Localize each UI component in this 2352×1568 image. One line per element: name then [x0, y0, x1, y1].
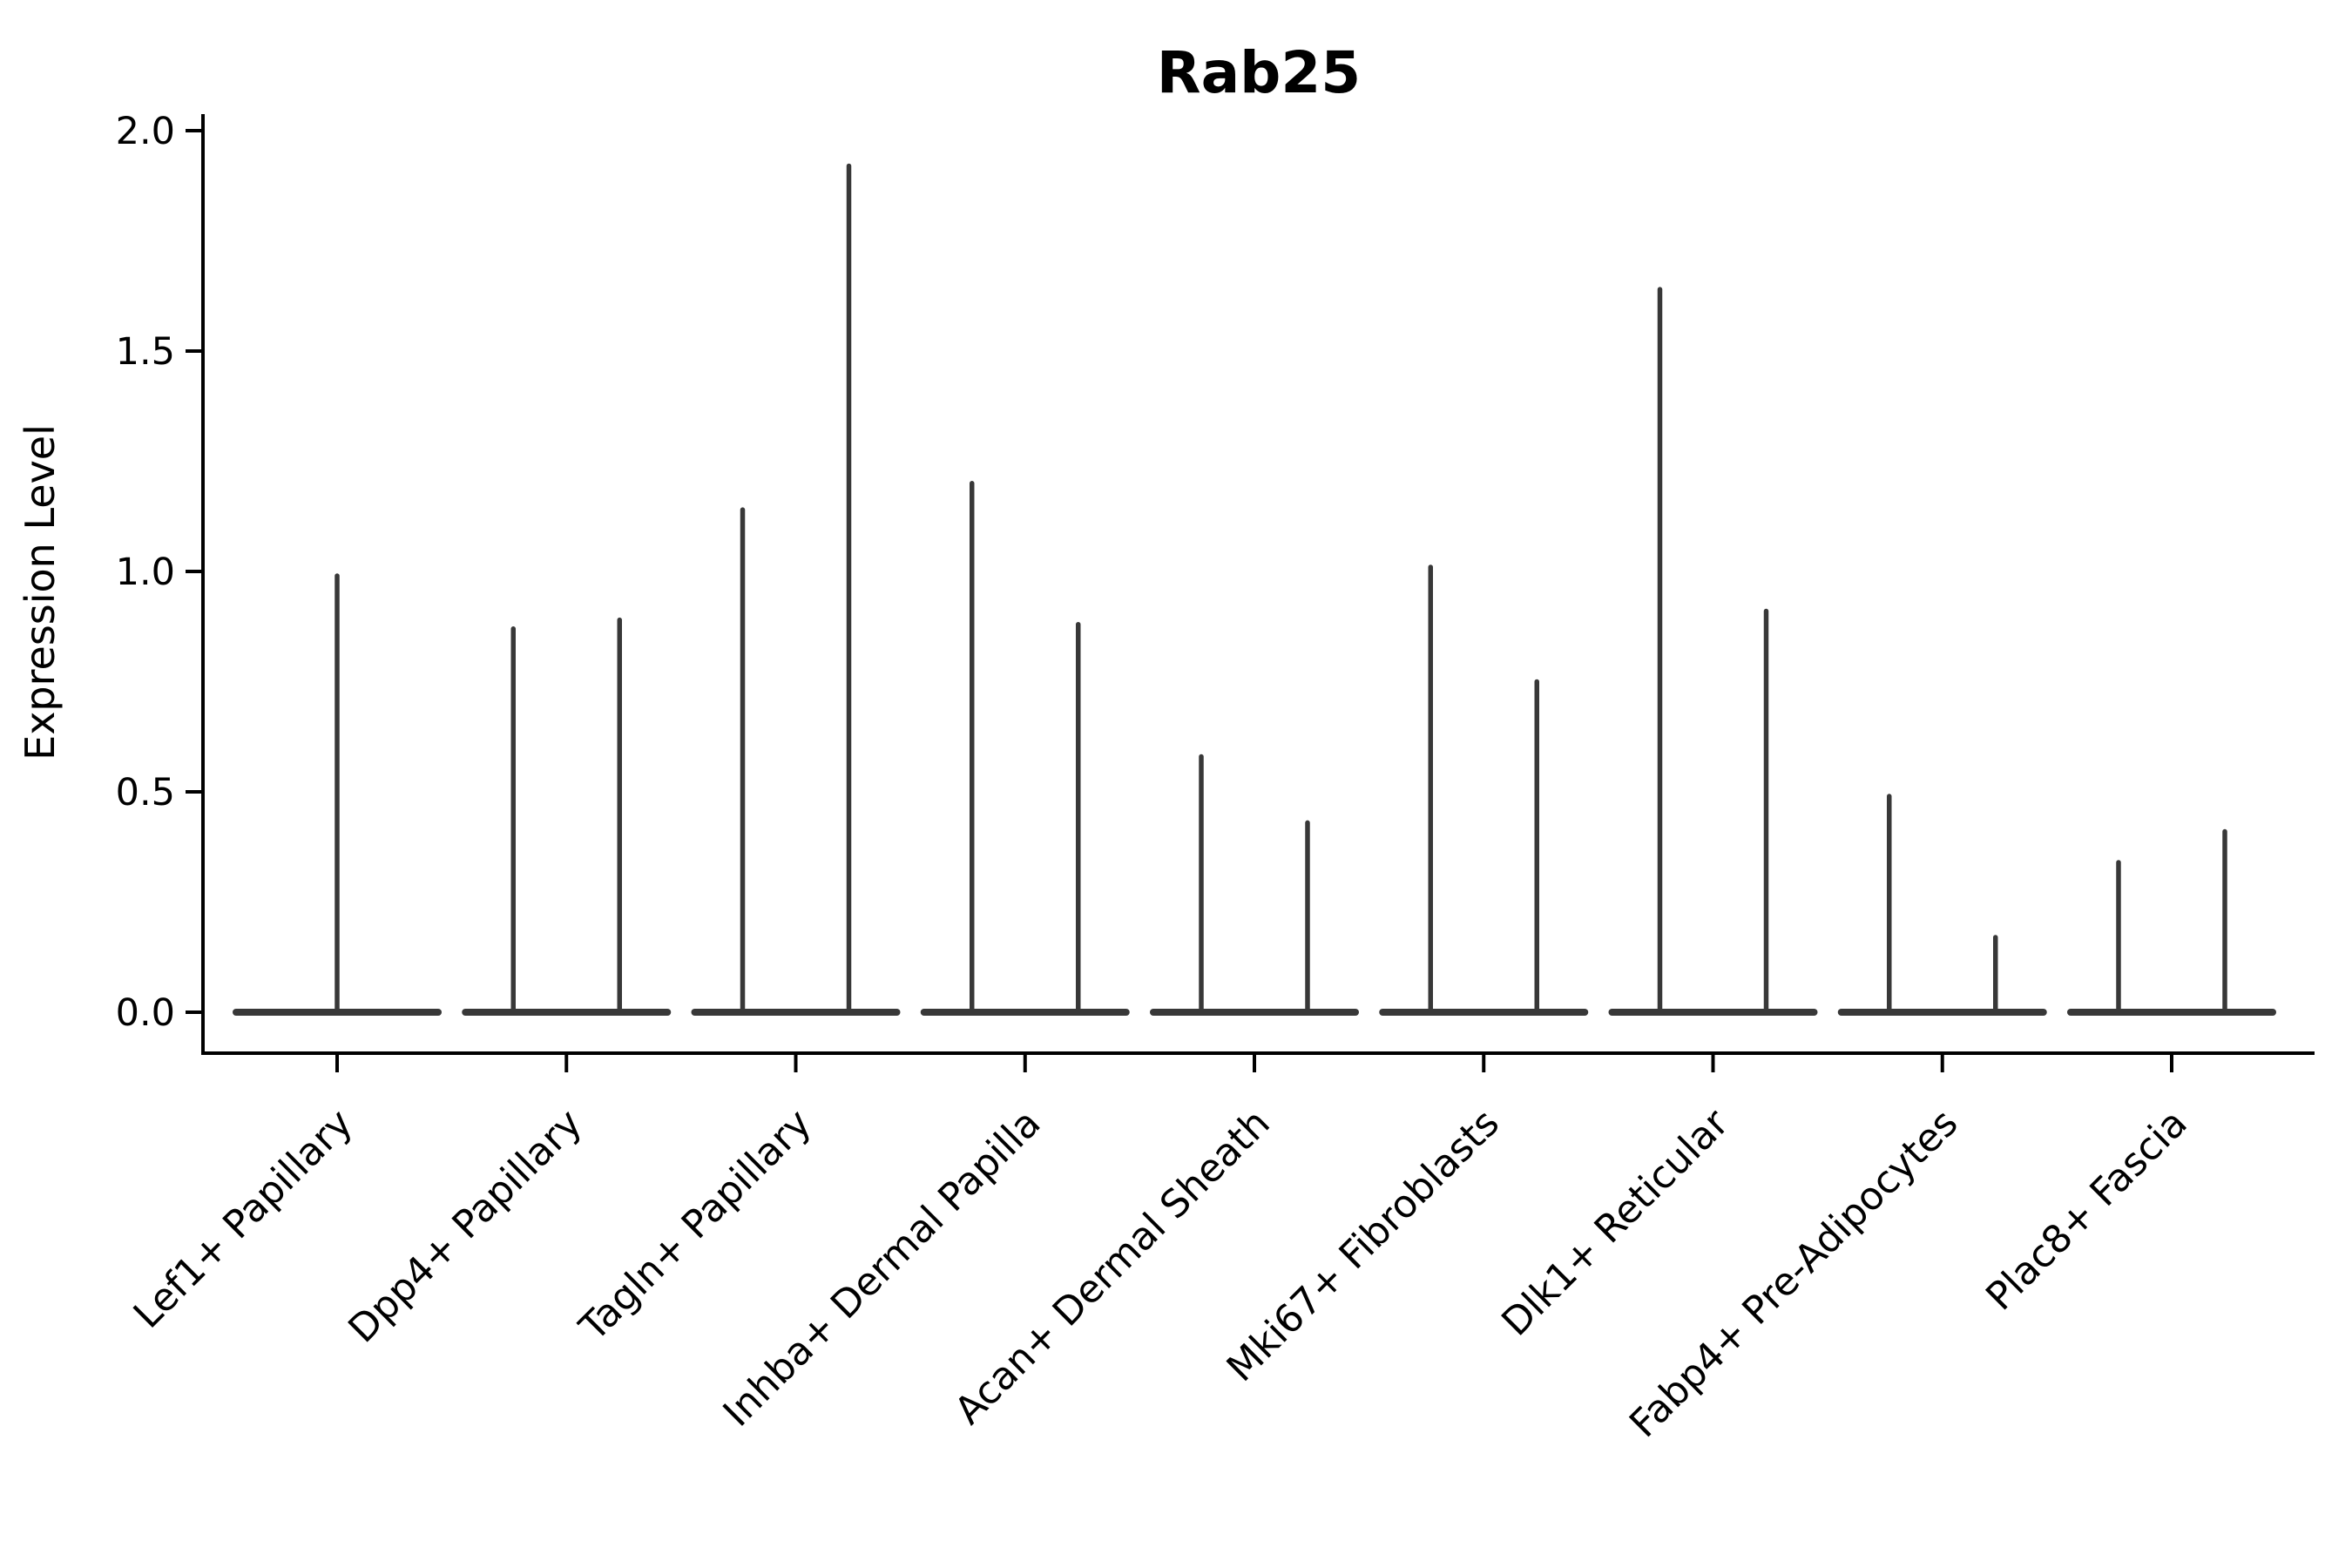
y-tick-label: 0.5 — [116, 771, 175, 814]
violin-base-bar — [233, 1009, 442, 1016]
violin-group — [691, 163, 901, 1016]
violin-base-bar — [1379, 1009, 1589, 1016]
y-tick-label: 1.0 — [116, 551, 175, 594]
violin-group — [2067, 828, 2276, 1016]
axes-layer — [201, 114, 2315, 1055]
violin-group — [1379, 564, 1589, 1016]
violin-group — [462, 617, 672, 1016]
x-tick-label: Lef1+ Papillary — [125, 1101, 362, 1337]
violin-base-bar — [1837, 1009, 2047, 1016]
violins-layer — [233, 163, 2276, 1016]
violin-base-bar — [691, 1009, 901, 1016]
violin-group — [1837, 794, 2047, 1016]
x-tick-label: Plac8+ Fascia — [1977, 1101, 2196, 1320]
chart-title: Rab25 — [1157, 39, 1361, 106]
y-ticks-layer: 0.0 0.5 1.0 1.5 2.0 — [116, 110, 203, 1035]
x-tick-label: Tagln+ Papillary — [571, 1101, 820, 1350]
y-tick-label: 0.0 — [116, 991, 175, 1035]
y-axis-label: Expression Level — [17, 424, 64, 760]
violin-group — [920, 481, 1130, 1016]
violin-base-bar — [1150, 1009, 1359, 1016]
y-tick-label: 1.5 — [116, 330, 175, 374]
violin-group — [1608, 287, 1818, 1016]
x-tick-label: Dpp4+ Papillary — [340, 1101, 591, 1352]
violin-base-bar — [1608, 1009, 1818, 1016]
violin-base-bar — [2067, 1009, 2276, 1016]
violin-group — [1150, 754, 1359, 1016]
violin-base-bar — [920, 1009, 1130, 1016]
y-tick-label: 2.0 — [116, 110, 175, 153]
violin-base-bar — [462, 1009, 672, 1016]
x-tick-label: Dlk1+ Reticular — [1493, 1100, 1738, 1345]
violin-group — [233, 573, 442, 1016]
